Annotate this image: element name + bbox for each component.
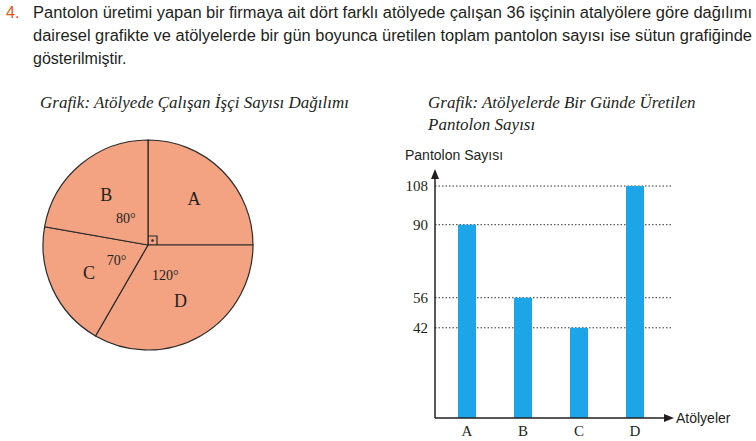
slice-value-label: 80° xyxy=(116,211,136,226)
y-tick-label: 42 xyxy=(413,320,428,336)
x-tick-label: B xyxy=(518,423,528,439)
pie xyxy=(43,140,253,350)
x-tick-label: A xyxy=(462,423,473,439)
pie-slice xyxy=(43,227,148,336)
x-axis xyxy=(435,417,670,419)
bar xyxy=(626,186,644,418)
y-tick-label: 56 xyxy=(413,290,429,306)
x-axis-label: Atölyeler xyxy=(676,410,731,426)
slice-label: B xyxy=(100,185,112,205)
chart-title-line: Grafik: Atölyede Çalışan İşçi Sayısı Dağ… xyxy=(40,93,349,112)
pie-slice xyxy=(96,245,254,350)
right-angle-marker xyxy=(148,236,157,245)
y-axis-arrow xyxy=(431,169,439,179)
slice-value-label: 70° xyxy=(107,253,127,268)
bar xyxy=(458,225,476,418)
y-axis-label: Pantolon Sayısı xyxy=(405,147,503,163)
question-number: 4. xyxy=(6,4,19,21)
y-axis xyxy=(434,171,436,418)
bar xyxy=(514,298,532,418)
chart-title: Grafik: Atölyede Çalışan İşçi Sayısı Dağ… xyxy=(40,93,349,112)
slice-label: D xyxy=(174,291,187,311)
chart-title-line: Grafik: Atölyelerde Bir Günde Üretilen xyxy=(428,93,696,112)
y-tick-label: 108 xyxy=(406,178,429,194)
y-tick-label: 90 xyxy=(413,217,428,233)
slice-label: A xyxy=(188,189,201,209)
right-angle-dot xyxy=(151,239,154,242)
question-line: gösterilmiştir. xyxy=(33,50,126,67)
bar xyxy=(570,328,588,418)
x-axis-arrow xyxy=(664,414,674,422)
question-line: dairesel grafikte ve atölyelerde bir gün… xyxy=(33,27,752,44)
question-line: Pantolon üretimi yapan bir firmaya ait d… xyxy=(33,4,752,21)
slice-value-label: 120° xyxy=(152,268,179,283)
pie-slice xyxy=(148,140,253,245)
pie-slice xyxy=(45,140,148,245)
chart-title-line: Pantolon Sayısı xyxy=(427,115,535,134)
canvas: 4. Pantolon üretimi yapan bir firmaya ait… xyxy=(0,0,756,441)
x-tick-label: D xyxy=(630,423,641,439)
slice-label: C xyxy=(83,263,95,283)
chart-title: Grafik: Atölyelerde Bir Günde Üretilen Pa… xyxy=(427,93,696,134)
background xyxy=(0,0,756,441)
x-tick-label: C xyxy=(574,423,584,439)
bars xyxy=(458,186,644,418)
